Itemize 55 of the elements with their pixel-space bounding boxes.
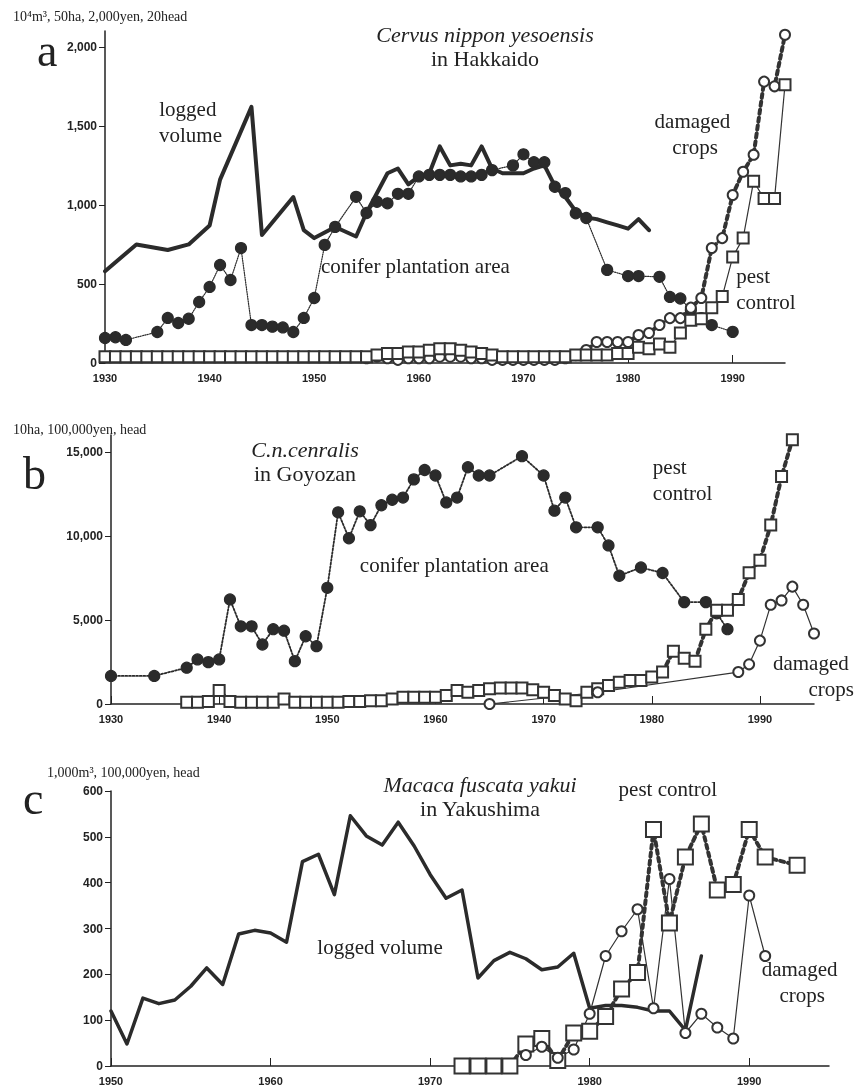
series-label: damaged crops — [772, 650, 854, 701]
y-tick-label: 100 — [82, 1013, 104, 1028]
y-axis-title: 1,000m³, 100,000yen, head — [47, 764, 200, 780]
x-tick-label: 1950 — [301, 371, 327, 384]
y-tick-label: 300 — [82, 921, 104, 936]
x-tick-label: 1980 — [577, 1074, 602, 1086]
x-tick-label: 1970 — [417, 1074, 443, 1086]
y-tick-label: 0 — [96, 697, 104, 711]
y-tick-label: 15,000 — [66, 444, 104, 459]
series-label: conifer plantation area — [359, 553, 550, 578]
y-tick-label: 0 — [96, 1059, 104, 1073]
x-tick-label: 1930 — [92, 371, 118, 384]
y-tick-label: 1,000 — [66, 197, 98, 212]
x-tick-label: 1990 — [747, 712, 773, 725]
x-tick-label: 1960 — [258, 1074, 283, 1086]
y-axis-title: 10ha, 100,000yen, head — [13, 421, 147, 437]
x-tick-label: 1980 — [615, 371, 641, 384]
text: a — [37, 24, 58, 76]
y-axis-title: 10⁴m³, 50ha, 2,000yen, 20head — [13, 8, 188, 24]
y-tick-label: 5,000 — [72, 612, 104, 627]
x-tick-label: 1950 — [98, 1074, 124, 1086]
y-tick-label: 500 — [76, 276, 98, 291]
chart-title: C.n.cenralis — [251, 436, 359, 462]
series-label: damaged crops — [761, 957, 843, 1007]
series-label: logged volume — [158, 96, 222, 147]
y-tick-label: 500 — [82, 829, 104, 844]
x-tick-label: 1930 — [98, 712, 124, 725]
y-tick-label: 600 — [82, 784, 104, 798]
text: pest control — [652, 455, 713, 506]
text: c — [23, 772, 44, 824]
x-tick-label: 1990 — [736, 1074, 762, 1086]
series-label: logged volume — [317, 935, 443, 960]
text: in Goyozan — [253, 460, 357, 486]
chart-title: Cervus nippon yesoensis — [376, 21, 594, 47]
y-tick-label: 0 — [90, 356, 98, 370]
x-tick-label: 1990 — [720, 371, 745, 384]
x-tick-label: 1960 — [423, 712, 448, 725]
x-tick-label: 1970 — [511, 371, 536, 384]
y-tick-label: 2,000 — [66, 39, 98, 54]
x-tick-label: 1940 — [206, 712, 232, 725]
x-tick-label: 1940 — [197, 371, 222, 384]
chart-title: Macaca fuscata yakui — [382, 771, 577, 797]
series-label: pest control — [618, 776, 718, 801]
y-tick-label: 400 — [82, 875, 104, 890]
y-tick-label: 200 — [82, 967, 104, 982]
series-label: pest control — [736, 263, 796, 314]
series-label: conifer plantation area — [320, 254, 511, 279]
y-tick-label: 1,500 — [66, 118, 98, 133]
x-tick-label: 1970 — [531, 712, 556, 725]
x-tick-label: 1960 — [406, 371, 432, 384]
y-tick-label: 10,000 — [66, 528, 104, 543]
series-label: damaged crops — [654, 108, 736, 159]
text: b — [23, 447, 46, 499]
x-tick-label: 1950 — [315, 712, 340, 725]
x-tick-label: 1980 — [639, 712, 665, 725]
